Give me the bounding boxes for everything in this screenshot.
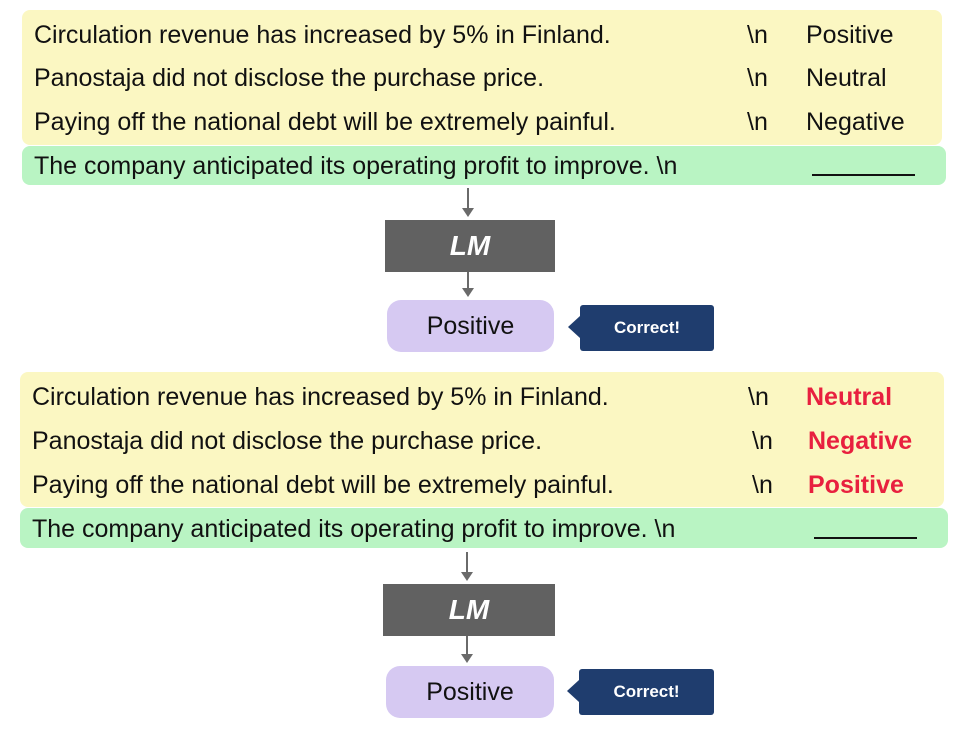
demo-label: Neutral xyxy=(806,64,887,92)
demo-sentence: Circulation revenue has increased by 5% … xyxy=(34,21,611,49)
model-output: Positive xyxy=(387,300,554,352)
arrow-head xyxy=(461,654,473,663)
arrow-to-output xyxy=(466,636,468,656)
callout-pointer xyxy=(567,680,579,702)
query-box xyxy=(22,146,946,185)
language-model-box: LM xyxy=(385,220,555,272)
verdict-callout: Correct! xyxy=(580,305,714,351)
demo-newline: \n xyxy=(747,108,768,136)
language-model-box: LM xyxy=(383,584,555,636)
demo-newline: \n xyxy=(747,64,768,92)
model-output: Positive xyxy=(386,666,554,718)
demo-label: Negative xyxy=(806,108,905,136)
arrow-head xyxy=(462,208,474,217)
query-sentence: The company anticipated its operating pr… xyxy=(32,515,676,543)
demo-newline: \n xyxy=(752,471,773,499)
demo-sentence: Paying off the national debt will be ext… xyxy=(32,471,614,499)
arrow-head xyxy=(462,288,474,297)
arrow-head xyxy=(461,572,473,581)
demo-label: Positive xyxy=(806,21,894,49)
demo-newline: \n xyxy=(752,427,773,455)
demonstrations-box xyxy=(22,10,942,145)
arrow-to-lm xyxy=(466,552,468,574)
demo-newline: \n xyxy=(747,21,768,49)
demo-label-flipped: Negative xyxy=(808,427,913,455)
arrow-to-lm xyxy=(467,188,469,210)
demo-newline: \n xyxy=(748,383,769,411)
query-box xyxy=(20,508,948,548)
demo-sentence: Paying off the national debt will be ext… xyxy=(34,108,616,136)
arrow-to-output xyxy=(467,272,469,290)
query-sentence: The company anticipated its operating pr… xyxy=(34,152,678,180)
demo-sentence: Circulation revenue has increased by 5% … xyxy=(32,383,609,411)
demo-sentence: Panostaja did not disclose the purchase … xyxy=(34,64,545,92)
demo-label-flipped: Neutral xyxy=(806,383,893,411)
demonstrations-box xyxy=(20,372,944,507)
demo-label-flipped: Positive xyxy=(808,471,904,499)
answer-blank xyxy=(814,537,917,539)
demo-sentence: Panostaja did not disclose the purchase … xyxy=(32,427,543,455)
callout-pointer xyxy=(568,316,580,338)
answer-blank xyxy=(812,174,915,176)
verdict-callout: Correct! xyxy=(579,669,714,715)
